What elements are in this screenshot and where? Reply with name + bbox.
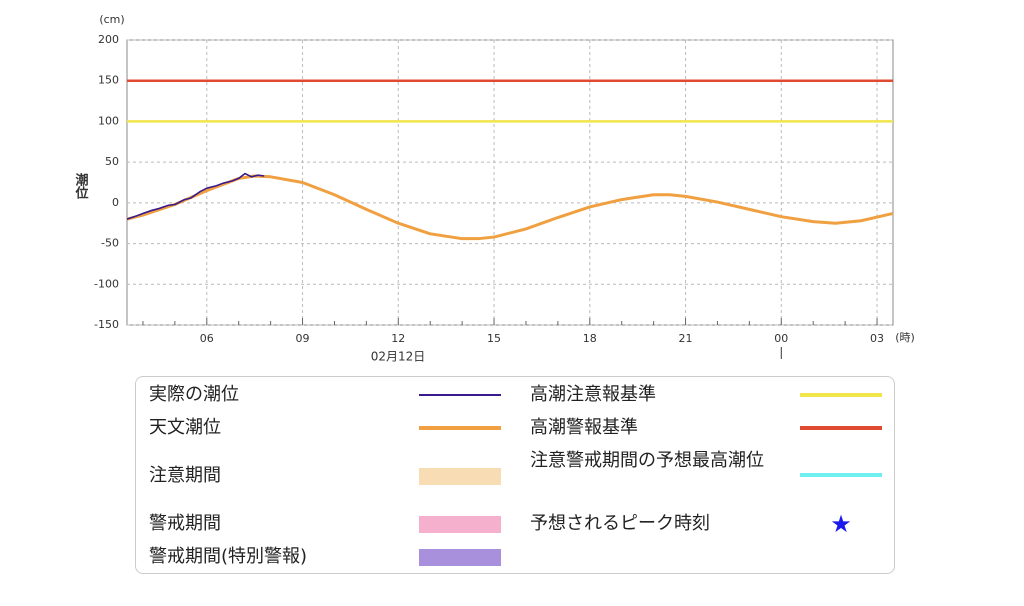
- y-unit: (cm): [99, 13, 124, 26]
- legend: 実際の潮位天文潮位注意期間警戒期間警戒期間(特別警報) 高潮注意報基準 高潮警報基準…: [135, 376, 895, 574]
- chart: (cm) (時) 02月12日 潮位 200 150 100 50 0 -50 -100 -1…: [73, 13, 915, 364]
- y-tick-label: -150: [94, 318, 119, 331]
- legend-symbol: [419, 426, 501, 430]
- y-label: 潮位: [73, 172, 90, 200]
- legend-symbol: [800, 393, 882, 397]
- legend-symbol: [419, 516, 501, 533]
- legend-symbol: [800, 426, 882, 430]
- x-tick-label: 18: [583, 332, 597, 345]
- y-tick-label: 150: [98, 74, 119, 87]
- x-tick-label: 03: [870, 332, 884, 345]
- plot-area: [126, 39, 894, 326]
- legend-symbol: [419, 394, 501, 396]
- y-tick-label: 50: [105, 155, 119, 168]
- series-line: [126, 172, 265, 220]
- legend-label: 警戒期間: [149, 513, 221, 534]
- y-tick-label: -100: [94, 277, 119, 290]
- x-tick-label: 06: [200, 332, 214, 345]
- legend-symbol: [419, 549, 501, 566]
- legend-label: 注意期間: [149, 465, 221, 486]
- x-unit: (時): [895, 331, 915, 344]
- legend-symbol: [419, 468, 501, 485]
- x-tick-label: 15: [487, 332, 501, 345]
- x-tick-label: 12: [391, 332, 405, 345]
- legend-label: 警戒期間(特別警報): [149, 546, 308, 567]
- x-tick-label: 00: [774, 332, 788, 345]
- legend-label: 予想されるピーク時刻: [530, 513, 710, 534]
- legend-label: 高潮警報基準: [530, 417, 638, 438]
- legend-label: 天文潮位: [149, 417, 221, 438]
- date-label: 02月12日: [371, 350, 426, 364]
- x-tick-label: 09: [296, 332, 310, 345]
- legend-label: 注意警戒期間の予想最高潮位: [530, 450, 764, 471]
- series-line: [126, 174, 894, 241]
- y-tick-label: 200: [98, 33, 119, 46]
- legend-label: 実際の潮位: [149, 384, 239, 405]
- x-tick-label: 21: [679, 332, 693, 345]
- legend-symbol: [800, 473, 882, 477]
- y-tick-label: 0: [112, 196, 119, 209]
- y-tick-label: -50: [101, 237, 119, 250]
- y-tick-label: 100: [98, 114, 119, 127]
- legend-label: 高潮注意報基準: [530, 384, 656, 405]
- legend-symbol: ★: [830, 510, 852, 538]
